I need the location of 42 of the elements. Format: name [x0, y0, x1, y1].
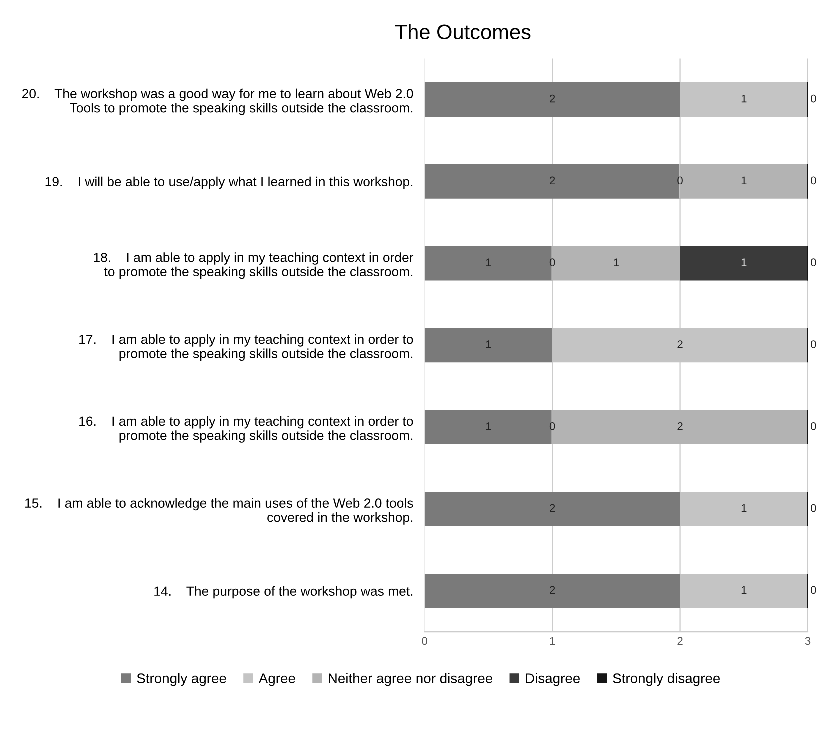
x-tick-label: 2	[678, 637, 683, 646]
y-tick-label: 14. The purpose of the workshop was met.	[154, 586, 413, 599]
data-label: 1	[486, 258, 492, 266]
data-label: 2	[550, 176, 556, 185]
legend-label: Neither agree nor disagree	[329, 673, 492, 686]
legend-label: Disagree	[526, 673, 580, 686]
data-label: 2	[678, 422, 683, 430]
legend-label: Agree	[258, 674, 296, 686]
data-label: 1	[486, 340, 492, 348]
x-tick-label: 0	[422, 637, 428, 646]
data-label: 0	[550, 258, 556, 267]
legend-label: Strongly disagree	[613, 673, 720, 686]
data-label: 0	[678, 176, 683, 185]
data-label: 0	[811, 94, 816, 103]
chart-title: The Outcomes	[395, 24, 531, 40]
data-label: 1	[742, 94, 747, 103]
data-label: 1	[614, 258, 619, 266]
data-label: 2	[550, 94, 556, 103]
x-tick-label: 1	[550, 637, 556, 646]
y-tick-label: 19. I will be able to use/apply what I learned in this workshop.	[46, 176, 413, 190]
data-label: 0	[811, 176, 816, 185]
data-label: 1	[742, 504, 747, 512]
data-label: 1	[742, 586, 747, 594]
data-label: 0	[550, 422, 556, 430]
y-tick-label: 18. I am able to apply in my teaching context in order to promote the speaking skills outside the classroom.	[94, 252, 414, 280]
y-tick-label: 16. I am able to apply in my teaching context in order to promote the speaking skills outside the classroom.	[80, 416, 414, 443]
y-tick-label: 20. The workshop was a good way for me to learn about Web 2.0 Tools to promote the speaking skills outside the classroom.	[22, 88, 414, 116]
data-label: 0	[811, 258, 816, 267]
data-label: 2	[550, 586, 556, 594]
y-tick-label: 15. I am able to acknowledge the main uses of the Web 2.0 tools covered in the workshop.	[26, 498, 414, 525]
data-label: 1	[486, 422, 492, 430]
data-label: 0	[811, 586, 816, 594]
data-label: 2	[678, 340, 683, 348]
legend-label: Strongly agree	[137, 673, 226, 686]
x-tick-label: 3	[805, 637, 811, 646]
data-label: 1	[742, 258, 747, 266]
data-label: 0	[811, 504, 816, 512]
data-label: 0	[811, 340, 816, 348]
y-tick-label: 17. I am able to apply in my teaching context in order to promote the speaking skills outside the classroom.	[80, 334, 414, 362]
data-label: 0	[811, 422, 816, 430]
data-label: 1	[742, 176, 747, 185]
data-label: 2	[550, 504, 556, 512]
